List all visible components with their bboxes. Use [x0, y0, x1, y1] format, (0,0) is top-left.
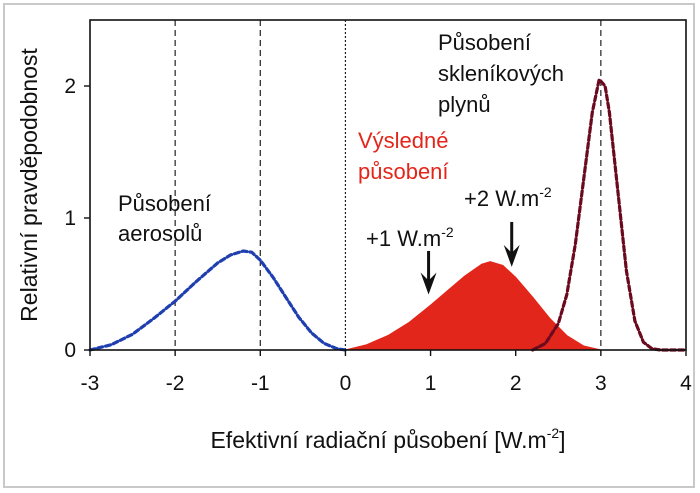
- x-tick-label: -2: [166, 372, 185, 395]
- y-tick-label: 2: [64, 75, 76, 98]
- figure-frame: [3, 3, 695, 488]
- ghg-label-line-1: Působení: [438, 30, 531, 55]
- x-tick-label: -3: [81, 372, 100, 395]
- y-axis-title: Relativní pravděpodobnost: [16, 48, 42, 322]
- arrow-head: [420, 272, 437, 295]
- x-tick-label: 4: [680, 372, 692, 395]
- x-tick-label: 0: [340, 372, 352, 395]
- arrows-layer: [420, 221, 520, 295]
- x-tick-label: -1: [251, 372, 270, 395]
- aerosol-label-line-1: Působení: [118, 191, 211, 216]
- y-tick-label: 1: [64, 207, 76, 230]
- reference-lines-layer: [174, 20, 602, 350]
- series-line-2: [531, 75, 688, 352]
- y-tick-label: 0: [64, 339, 76, 362]
- annotation-plus-2: +2 W.m-2: [464, 184, 552, 211]
- net-forcing-label-line-1: Výsledné: [358, 128, 449, 153]
- ghg-label-line-2: skleníkových: [438, 61, 564, 86]
- x-tick-label: 2: [510, 372, 522, 395]
- x-tick-label: 3: [595, 372, 607, 395]
- aerosol-label-line-2: aerosolů: [118, 221, 202, 246]
- x-axis-title: Efektivní radiační působení [W.m-2]: [210, 425, 565, 453]
- series-area-net-forcing: [345, 261, 602, 351]
- annotation-plus-1: +1 W.m-2: [366, 224, 454, 251]
- plot-area-border: [89, 19, 687, 351]
- arrow-head: [503, 244, 520, 267]
- x-tick-label: 1: [425, 372, 437, 395]
- ticks-layer: -3 -2 -1 0 1 2 3 4 0 1 2: [64, 75, 692, 395]
- net-forcing-label-line-2: působení: [358, 159, 449, 184]
- dashed-series-layer: [88, 75, 688, 352]
- ghg-label-line-3: plynů: [438, 92, 491, 117]
- series-line-0: [88, 249, 347, 352]
- filled-series-layer: [345, 261, 602, 351]
